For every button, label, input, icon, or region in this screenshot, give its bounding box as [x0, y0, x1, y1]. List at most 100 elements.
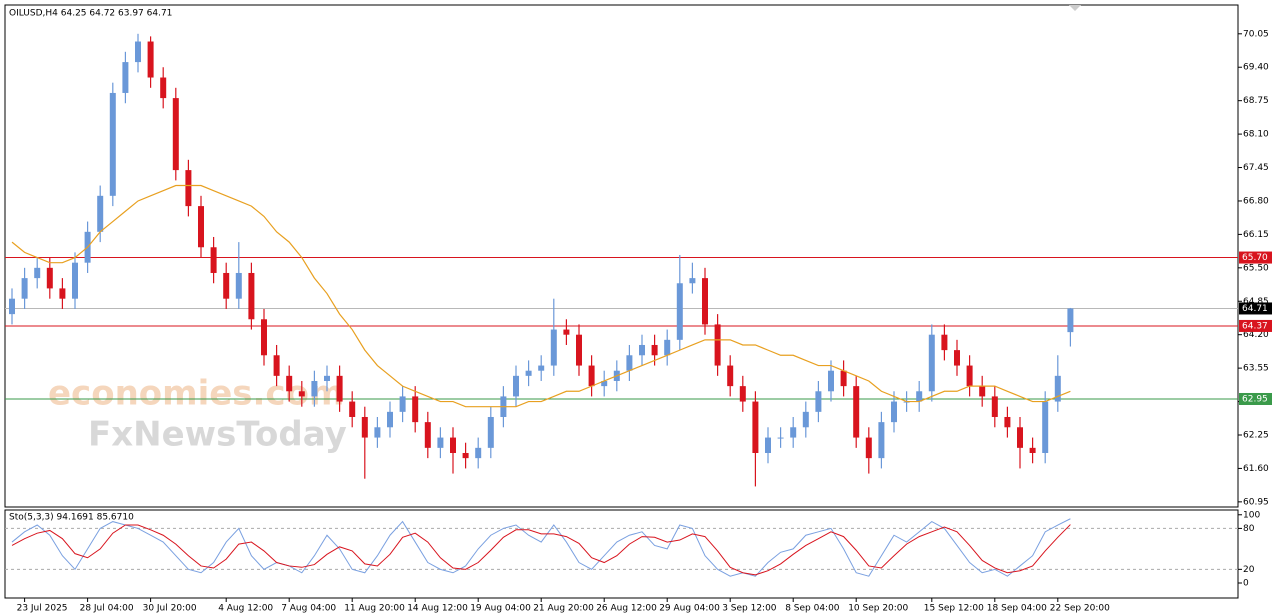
x-tick-label: 30 Jul 20:00 [143, 604, 197, 614]
candle-body [487, 416, 494, 448]
x-tick-label: 23 Jul 2025 [17, 604, 68, 614]
candle-body [941, 334, 948, 351]
candle-body [374, 427, 381, 438]
candle-body [399, 396, 406, 412]
candle-body [273, 355, 280, 376]
candle-body [538, 365, 545, 371]
candle-body [462, 452, 469, 459]
candle-body [689, 278, 696, 284]
candle-body [286, 375, 293, 392]
candle-body [387, 411, 393, 428]
y-tick-label: 60.95 [1243, 497, 1269, 507]
candle-body [336, 375, 343, 402]
candle-body [324, 375, 330, 381]
x-tick-label: 10 Sep 20:00 [848, 604, 908, 614]
y-tick-label: 66.80 [1243, 196, 1269, 206]
candle-body [601, 380, 608, 387]
level-label-box [1239, 251, 1272, 264]
candle-body [714, 324, 721, 366]
moving-average [11, 184, 1071, 408]
candle-body [576, 334, 582, 366]
candle-body [865, 437, 872, 459]
y-tick-label: 100 [1243, 510, 1260, 520]
x-tick-label: 8 Sep 04:00 [785, 604, 840, 614]
y-tick-label: 20 [1243, 565, 1255, 575]
y-tick-label: 63.55 [1243, 364, 1269, 374]
candle-body [979, 386, 986, 397]
y-tick-label: 67.45 [1243, 163, 1269, 173]
candle-body [122, 62, 129, 93]
candle-body [853, 386, 860, 438]
candle-body [702, 278, 708, 325]
y-tick-label: 62.25 [1243, 430, 1269, 440]
candle-body [1042, 401, 1049, 453]
candle-body [311, 380, 318, 397]
candle-body [991, 396, 998, 417]
candle-body [34, 267, 41, 279]
candle-body [928, 334, 935, 392]
candle-body [97, 195, 104, 232]
candle-body [185, 170, 192, 207]
x-tick-label: 21 Aug 20:00 [533, 604, 594, 614]
y-tick-label: 64.85 [1243, 297, 1269, 307]
stoch-panel [4, 509, 1239, 599]
x-tick-label: 14 Aug 12:00 [407, 604, 468, 614]
candle-body [135, 41, 141, 63]
candle-body [1004, 416, 1011, 428]
candle-body [966, 365, 973, 387]
x-tick-label: 11 Aug 20:00 [344, 604, 405, 614]
x-tick-label: 7 Aug 04:00 [281, 604, 336, 614]
candle-body [563, 329, 570, 335]
candle-body [298, 391, 305, 397]
level-label-box [1239, 392, 1272, 405]
y-tick-label: 70.05 [1243, 29, 1269, 39]
x-tick-label: 18 Sep 04:00 [987, 604, 1047, 614]
candle-body [475, 447, 482, 459]
candle-body [437, 437, 444, 448]
x-tick-label: 15 Sep 12:00 [924, 604, 984, 614]
candle-body [46, 267, 53, 289]
y-tick-label: 0 [1243, 578, 1249, 588]
watermark: economies.com [48, 374, 344, 414]
candle-body [815, 391, 822, 412]
candle-body [954, 350, 960, 366]
candle-body [891, 401, 897, 423]
candle-body [550, 329, 557, 366]
candle-body [147, 41, 154, 78]
y-tick-label: 65.50 [1243, 263, 1269, 273]
y-tick-label: 80 [1243, 524, 1255, 534]
candle-body [361, 416, 368, 438]
level-label: 62.95 [1242, 394, 1268, 404]
main-panel [4, 4, 1239, 508]
x-tick-label: 29 Aug 04:00 [659, 604, 720, 614]
candle-body [739, 386, 746, 402]
y-tick-label: 69.40 [1243, 63, 1269, 73]
x-tick-label: 22 Sep 20:00 [1050, 604, 1110, 614]
candle-body [9, 298, 15, 315]
candle-body [828, 370, 834, 392]
candle-body [349, 401, 356, 417]
candle-body [172, 98, 179, 171]
candle-body [1054, 375, 1061, 402]
candle-body [790, 427, 797, 438]
candle-body [525, 370, 532, 376]
candle-body [752, 401, 759, 453]
candle-body [727, 365, 734, 387]
chart-title: OILUSD,H4 64.25 64.72 63.97 64.71 [9, 9, 172, 19]
candle-body [676, 283, 683, 340]
candle-body [424, 422, 431, 448]
stoch-line [11, 518, 1071, 577]
candle-body [802, 411, 809, 428]
candle-body [235, 272, 242, 299]
candle-body [261, 319, 267, 356]
y-tick-label: 66.15 [1243, 230, 1269, 240]
candle-body [109, 92, 116, 196]
y-tick-label: 64.20 [1243, 330, 1269, 340]
candle-body [72, 262, 78, 299]
candle-body [651, 344, 658, 356]
level-label: 65.70 [1242, 253, 1268, 263]
candle-body [1067, 308, 1074, 333]
level-label: 64.71 [1242, 304, 1268, 314]
candle-body [1029, 447, 1036, 453]
candle-body [878, 422, 885, 459]
